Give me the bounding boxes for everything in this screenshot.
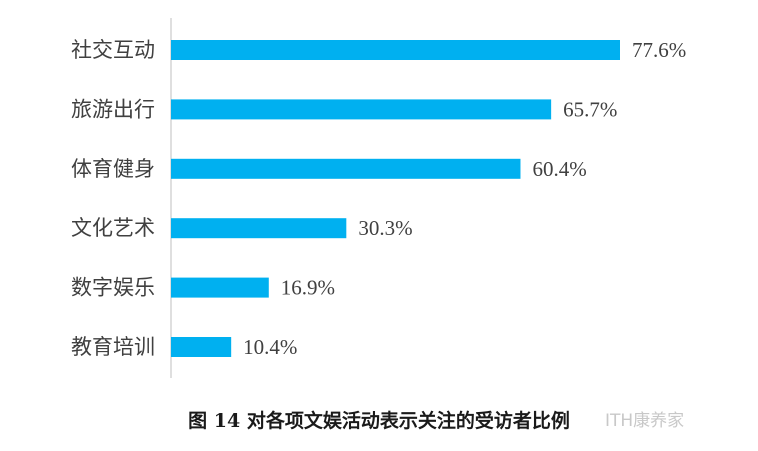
- category-label: 教育培训: [71, 335, 155, 359]
- data-label: 60.4%: [532, 157, 586, 181]
- bar: [171, 337, 232, 357]
- data-label: 10.4%: [243, 335, 297, 359]
- data-label: 65.7%: [563, 97, 617, 121]
- bar: [171, 158, 521, 179]
- watermark-text: ITH康养家: [605, 411, 685, 431]
- data-label: 30.3%: [358, 216, 412, 240]
- bar-chart: 社交互动 77.6% 旅游出行 65.7% 体育健身 60.4% 文化艺术 30.3% 数字娱乐…: [71, 18, 686, 378]
- category-label: 文化艺术: [71, 216, 155, 240]
- data-label: 77.6%: [632, 38, 686, 62]
- category-label: 数字娱乐: [71, 276, 155, 300]
- bar: [171, 40, 620, 60]
- category-label: 社交互动: [71, 38, 155, 62]
- bar: [171, 218, 347, 239]
- chart-title: 图 14 对各项文娱活动表示关注的受访者比例: [188, 410, 570, 432]
- bar: [171, 99, 552, 120]
- bar: [171, 277, 269, 298]
- category-label: 旅游出行: [71, 97, 155, 121]
- category-label: 体育健身: [71, 157, 155, 181]
- data-label: 16.9%: [281, 276, 335, 300]
